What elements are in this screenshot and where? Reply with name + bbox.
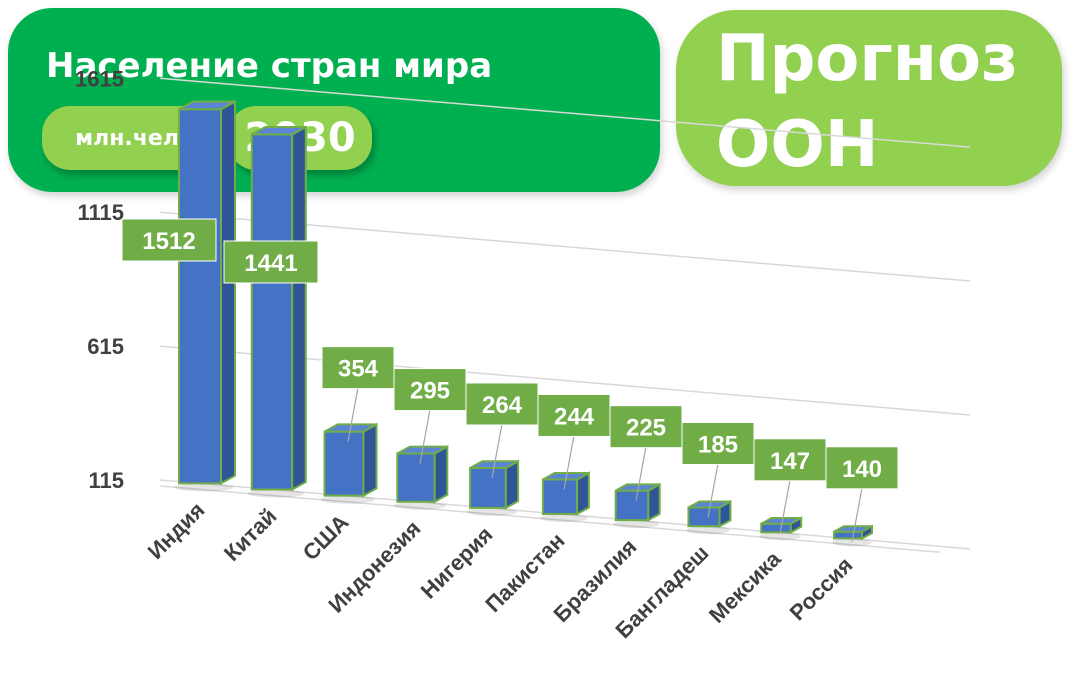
bar-shadow: [320, 495, 376, 504]
label-leader-line: [419, 409, 431, 464]
category-label: Нигерия: [416, 522, 498, 604]
bar-shadow: [540, 514, 588, 522]
label-leader-line: [347, 387, 359, 442]
bar: [320, 422, 378, 504]
bar-front: [469, 466, 507, 509]
data-label-box: [609, 405, 683, 449]
data-label-box: [223, 240, 319, 284]
data-label: 185: [698, 431, 738, 458]
label-leader-line: [563, 435, 575, 490]
bar-shadow: [247, 489, 305, 498]
data-label: 295: [410, 378, 450, 405]
bar-top: [760, 517, 802, 525]
data-label-box: [537, 393, 611, 437]
data-label-box: [393, 368, 467, 412]
bar-front: [833, 530, 863, 540]
category-label: Россия: [785, 552, 858, 625]
forecast-line-2: ООН: [716, 108, 879, 182]
bar-shadow: [466, 507, 518, 516]
label-leader-line: [707, 463, 719, 518]
y-tick-label: 1115: [77, 200, 124, 225]
data-label: 354: [338, 356, 379, 383]
bar-front: [178, 108, 222, 485]
bar: [686, 499, 732, 535]
bar-front: [250, 133, 294, 491]
data-label-box: [825, 446, 899, 490]
bar: [174, 99, 236, 492]
bar-shadow: [393, 501, 447, 510]
bar: [247, 125, 307, 498]
data-label-box: [681, 421, 755, 465]
y-tick-label: 115: [89, 468, 125, 493]
data-label-layer: 1512 1441 354 295 264 244 225 185 147 140: [121, 218, 899, 542]
bar-side: [220, 99, 236, 486]
data-label: 1441: [244, 250, 297, 277]
bar-front: [687, 506, 721, 528]
bar-front: [396, 452, 436, 503]
bar-shadow: [759, 532, 801, 541]
bar: [613, 482, 661, 529]
bar-front: [541, 478, 579, 515]
bar-front: [323, 430, 365, 497]
label-leader-line: [635, 446, 647, 501]
bar-shadow: [686, 526, 730, 535]
forecast-card: Прогноз ООН: [676, 10, 1062, 186]
bar-top: [178, 100, 236, 111]
floor-line: [159, 485, 941, 554]
bar-layer: [174, 99, 873, 547]
y-axis-tick-labels: 115 615 1115 1615: [75, 66, 124, 493]
bar-side: [433, 444, 449, 504]
bar-front: [760, 522, 792, 534]
bar-shadow: [174, 483, 234, 492]
label-leader-line: [491, 423, 503, 479]
label-leader-line: [851, 487, 863, 542]
forecast-line-1: Прогноз: [716, 22, 1019, 96]
data-label: 140: [842, 456, 882, 483]
gridline: [159, 77, 971, 148]
bar: [832, 524, 873, 547]
bar-top: [687, 500, 731, 509]
data-label: 264: [482, 392, 523, 419]
bar: [466, 459, 520, 516]
bar-top: [833, 525, 873, 533]
data-label: 1512: [142, 228, 195, 255]
data-label: 225: [626, 415, 666, 442]
bar: [540, 471, 590, 522]
category-label: Китай: [219, 503, 282, 566]
y-tick-label: 1615: [75, 66, 124, 91]
bar-shadow: [613, 520, 659, 529]
label-leader-line: [779, 479, 791, 534]
bar: [393, 444, 449, 510]
category-label: Индия: [143, 497, 210, 564]
data-label-box: [753, 438, 827, 482]
bar-top: [251, 125, 307, 136]
category-label: Мексика: [704, 546, 786, 628]
data-label: 244: [554, 403, 595, 430]
bar-front: [614, 489, 650, 522]
data-label-box: [121, 218, 217, 262]
bar-side: [362, 422, 378, 498]
bar-side: [291, 125, 307, 492]
bar-side: [504, 459, 520, 510]
category-labels: Индия Китай СШАИндонезияНигерияПакистанБра…: [143, 497, 858, 643]
bar: [759, 516, 803, 541]
y-tick-label: 615: [87, 334, 124, 359]
bar-shadow: [832, 538, 872, 547]
category-label: США: [298, 509, 354, 565]
data-label-box: [321, 346, 395, 390]
chart-title: Население стран мира: [46, 46, 493, 86]
data-label: 147: [770, 448, 810, 475]
